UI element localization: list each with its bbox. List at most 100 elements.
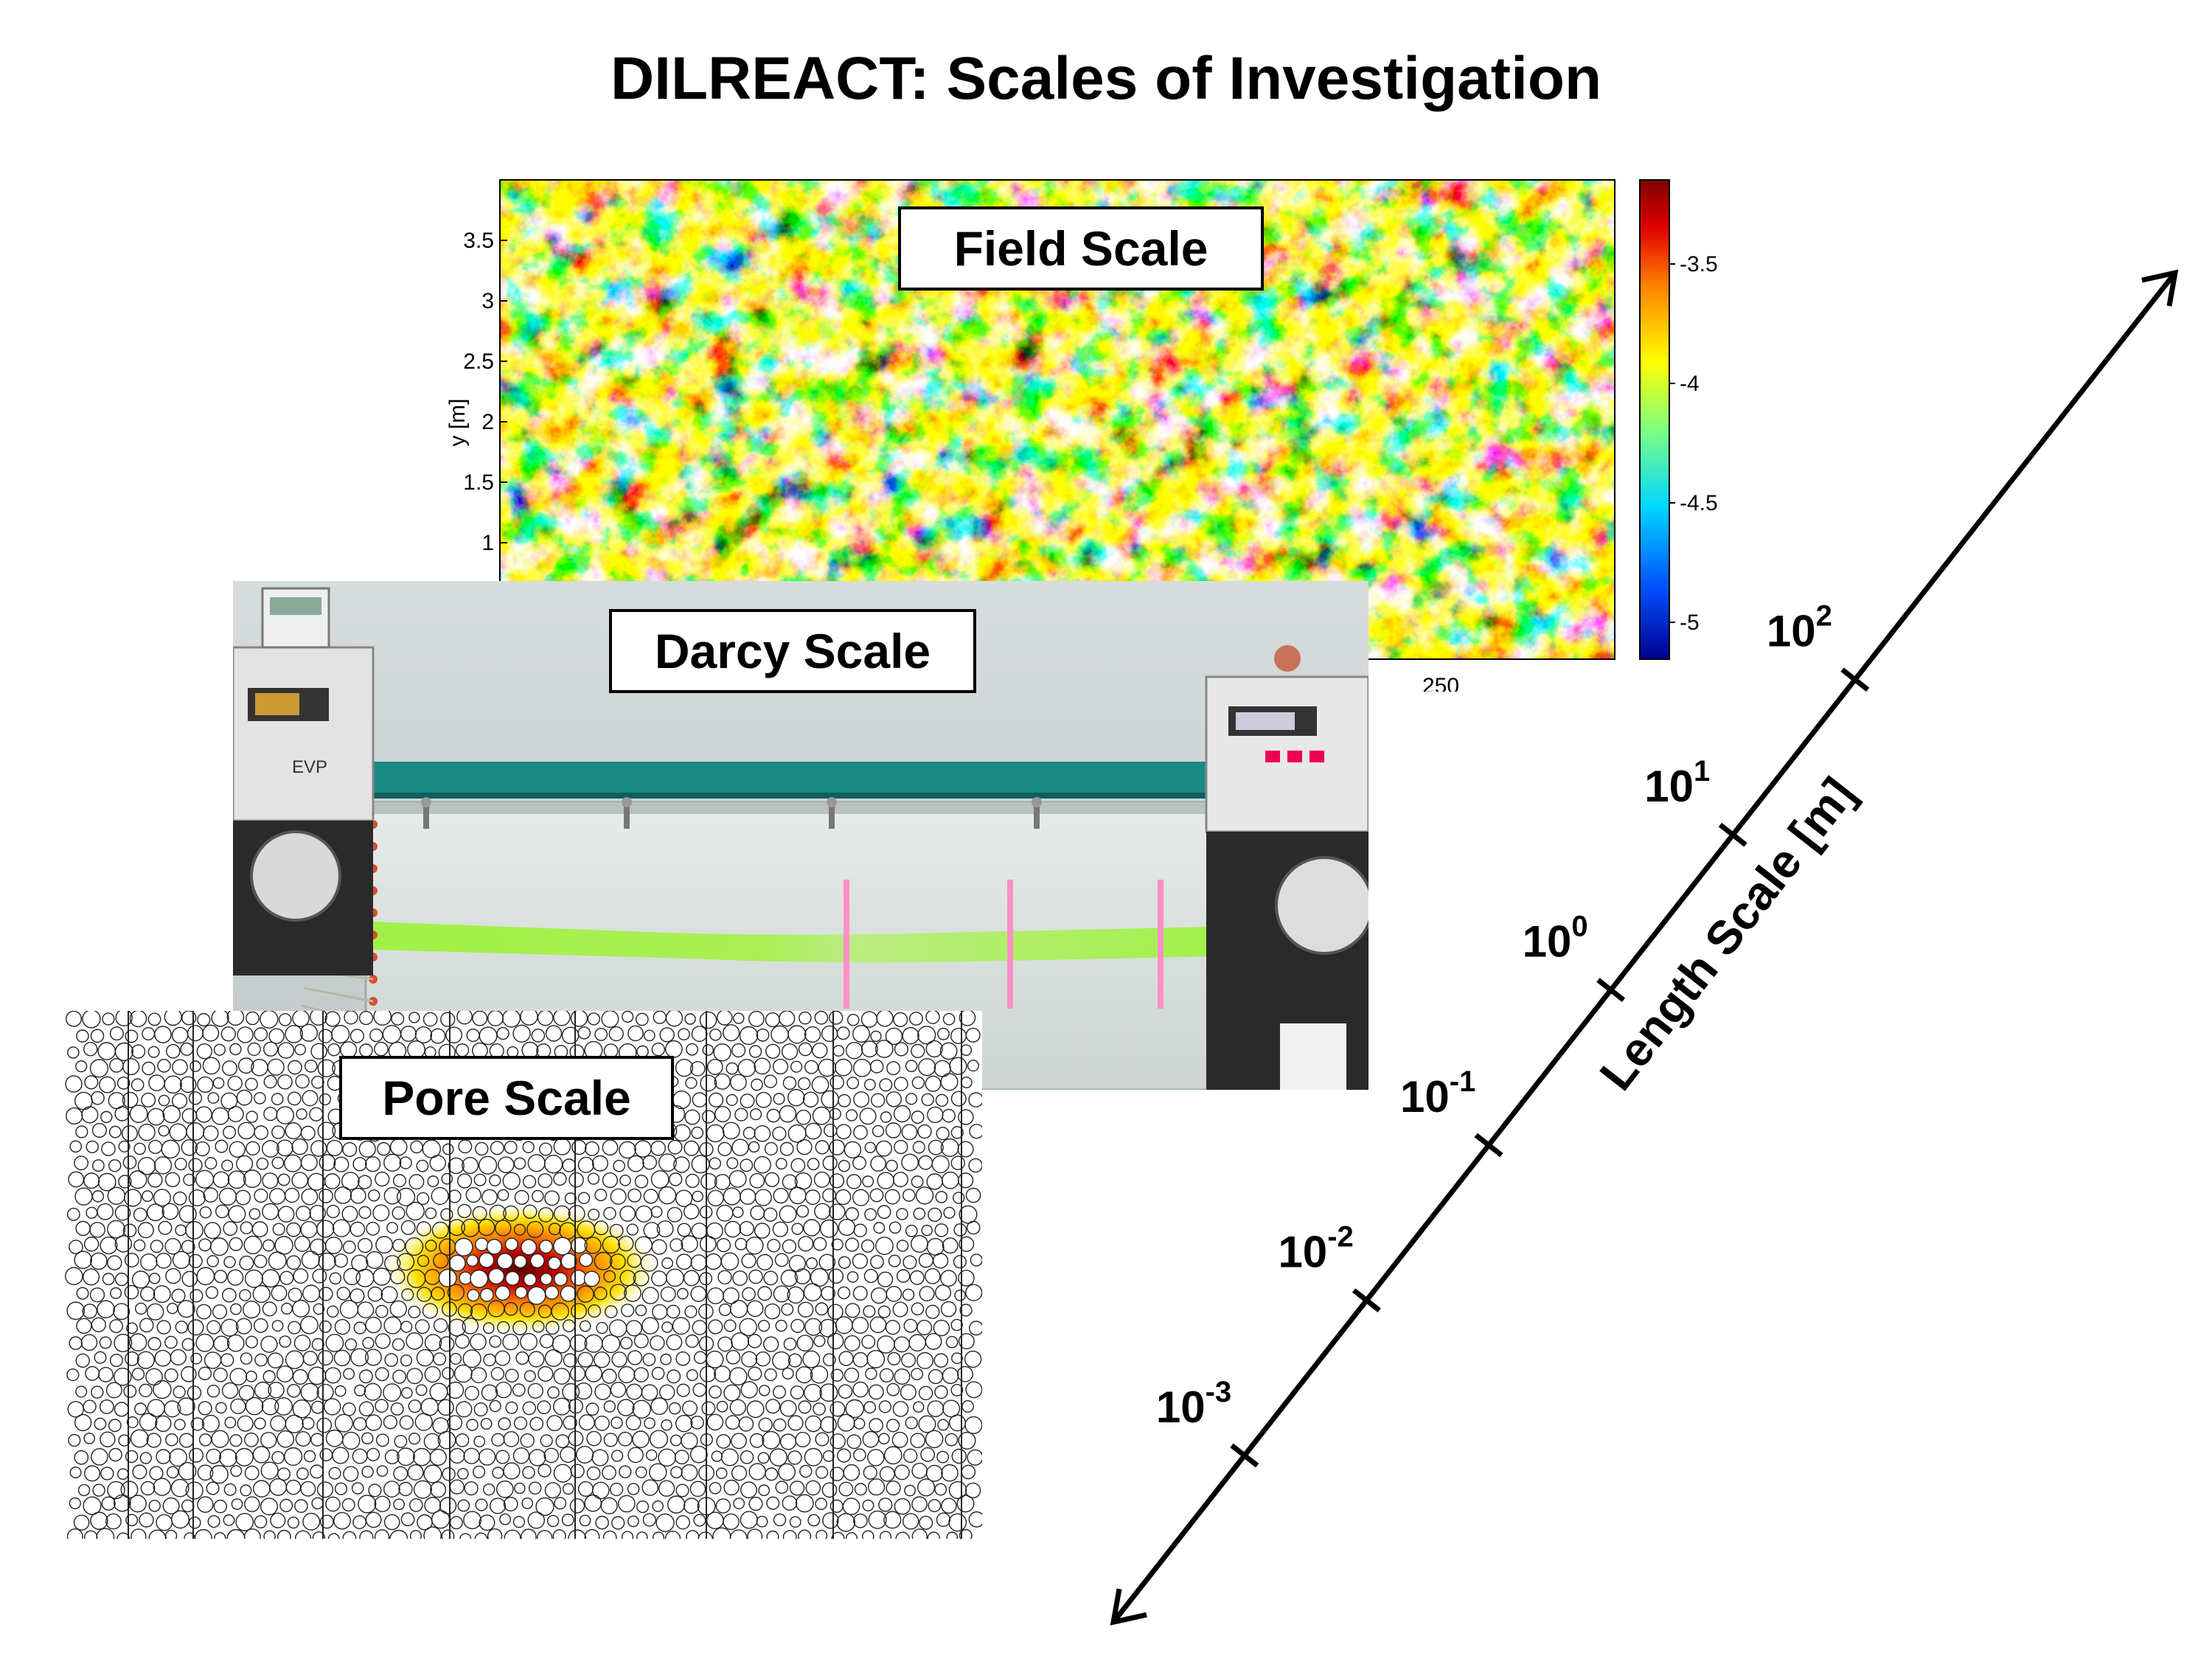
- pore-grain: [361, 1432, 374, 1444]
- pore-grain: [224, 1416, 237, 1429]
- pore-grain: [457, 1303, 473, 1318]
- pore-grain: [459, 1271, 473, 1285]
- pore-grain: [798, 1529, 812, 1539]
- pore-grain: [553, 1368, 571, 1385]
- pore-grain: [271, 1093, 284, 1105]
- pore-grain: [318, 1252, 336, 1271]
- pore-grain: [252, 1446, 271, 1464]
- pore-grain: [139, 1383, 153, 1397]
- pore-grain: [243, 1432, 259, 1447]
- pore-grain: [859, 1107, 877, 1125]
- pore-grain: [948, 1513, 967, 1532]
- pore-grain: [260, 1498, 279, 1516]
- pore-grain: [920, 1447, 936, 1462]
- pore-grain: [83, 1399, 97, 1413]
- pore-grain: [188, 1091, 203, 1105]
- pore-grain: [651, 1366, 665, 1380]
- pore-grain: [732, 1270, 748, 1286]
- pore-grain: [941, 1498, 957, 1514]
- pore-grain: [846, 1271, 859, 1283]
- pore-grain: [934, 1483, 947, 1496]
- pore-grain: [364, 1349, 382, 1366]
- pore-grain: [896, 1269, 911, 1283]
- pore-grain: [342, 1431, 361, 1450]
- pore-grain: [782, 1076, 797, 1091]
- pore-grain: [483, 1322, 495, 1335]
- pore-grain: [124, 1253, 139, 1267]
- pore-grain: [804, 1026, 821, 1043]
- pore-grain: [538, 1207, 554, 1222]
- pore-grain: [148, 1529, 167, 1539]
- pore-grain: [156, 1449, 171, 1464]
- pore-grain: [326, 1139, 343, 1157]
- pore-grain: [838, 1384, 853, 1399]
- pore-grain: [892, 1172, 908, 1188]
- pore-grain: [779, 1011, 796, 1027]
- pore-grain: [764, 1368, 777, 1382]
- pore-grain: [818, 1253, 836, 1271]
- pore-grain: [689, 1481, 706, 1498]
- pore-grain: [448, 1189, 462, 1203]
- pore-grain: [843, 1464, 860, 1481]
- pore-grain: [675, 1414, 693, 1433]
- pore-grain: [716, 1434, 731, 1449]
- pore-grain: [757, 1320, 771, 1332]
- pore-grain: [869, 1188, 884, 1203]
- pore-grain: [651, 1043, 665, 1057]
- pore-grain: [164, 1335, 178, 1349]
- pore-grain: [672, 1317, 690, 1335]
- pore-grain: [773, 1385, 787, 1399]
- pore-grain: [733, 1498, 745, 1509]
- pore-grain: [804, 1383, 822, 1402]
- pore-grain: [427, 1175, 439, 1188]
- pore-grain: [886, 1480, 901, 1496]
- pore-grain: [685, 1173, 700, 1189]
- pore-grain: [925, 1011, 940, 1024]
- pore-grain: [481, 1189, 498, 1206]
- pore-grain: [213, 1499, 228, 1514]
- pore-grain: [334, 1318, 351, 1335]
- pore-grain: [540, 1273, 553, 1285]
- pore-grain: [537, 1400, 552, 1414]
- pore-grain: [766, 1496, 780, 1510]
- pore-grain: [131, 1044, 146, 1059]
- pore-grain: [886, 1061, 901, 1076]
- pore-grain: [835, 1124, 852, 1140]
- pore-grain: [238, 1385, 255, 1401]
- pore-grain: [831, 1238, 844, 1251]
- pump-label: EVP: [292, 757, 327, 777]
- pink-marker: [1158, 880, 1164, 1009]
- pore-grain: [272, 1222, 285, 1236]
- pore-grain: [765, 1399, 781, 1414]
- pore-grain: [546, 1415, 563, 1431]
- pore-grain: [959, 1304, 973, 1317]
- pore-grain: [393, 1498, 405, 1511]
- pore-grain: [74, 1450, 89, 1465]
- pore-grain: [334, 1186, 352, 1204]
- pore-grain: [261, 1397, 279, 1416]
- pore-grain: [343, 1466, 359, 1482]
- pore-grain: [814, 1011, 829, 1025]
- pore-grain: [226, 1011, 245, 1026]
- pore-grain: [292, 1368, 308, 1385]
- pore-grain: [221, 1060, 237, 1077]
- pore-grain: [377, 1141, 391, 1156]
- pore-grain: [641, 1479, 658, 1496]
- pore-grain: [69, 1140, 83, 1153]
- pore-grain: [741, 1351, 758, 1368]
- pore-grain: [611, 1416, 623, 1429]
- length-tick-label: 10-2: [1278, 1221, 1353, 1277]
- pore-grain: [479, 1252, 495, 1268]
- pore-grain: [114, 1106, 130, 1121]
- pore-grain: [107, 1481, 125, 1500]
- pore-grain: [504, 1141, 518, 1155]
- pore-grain: [384, 1449, 400, 1464]
- pore-grain: [495, 1480, 514, 1498]
- pore-grain: [122, 1058, 140, 1076]
- pore-grain: [804, 1189, 821, 1206]
- pore-grain: [798, 1301, 814, 1318]
- pore-grain: [319, 1154, 336, 1172]
- pore-grain: [334, 1482, 348, 1495]
- pore-grain: [413, 1480, 432, 1499]
- pore-grain: [782, 1174, 798, 1190]
